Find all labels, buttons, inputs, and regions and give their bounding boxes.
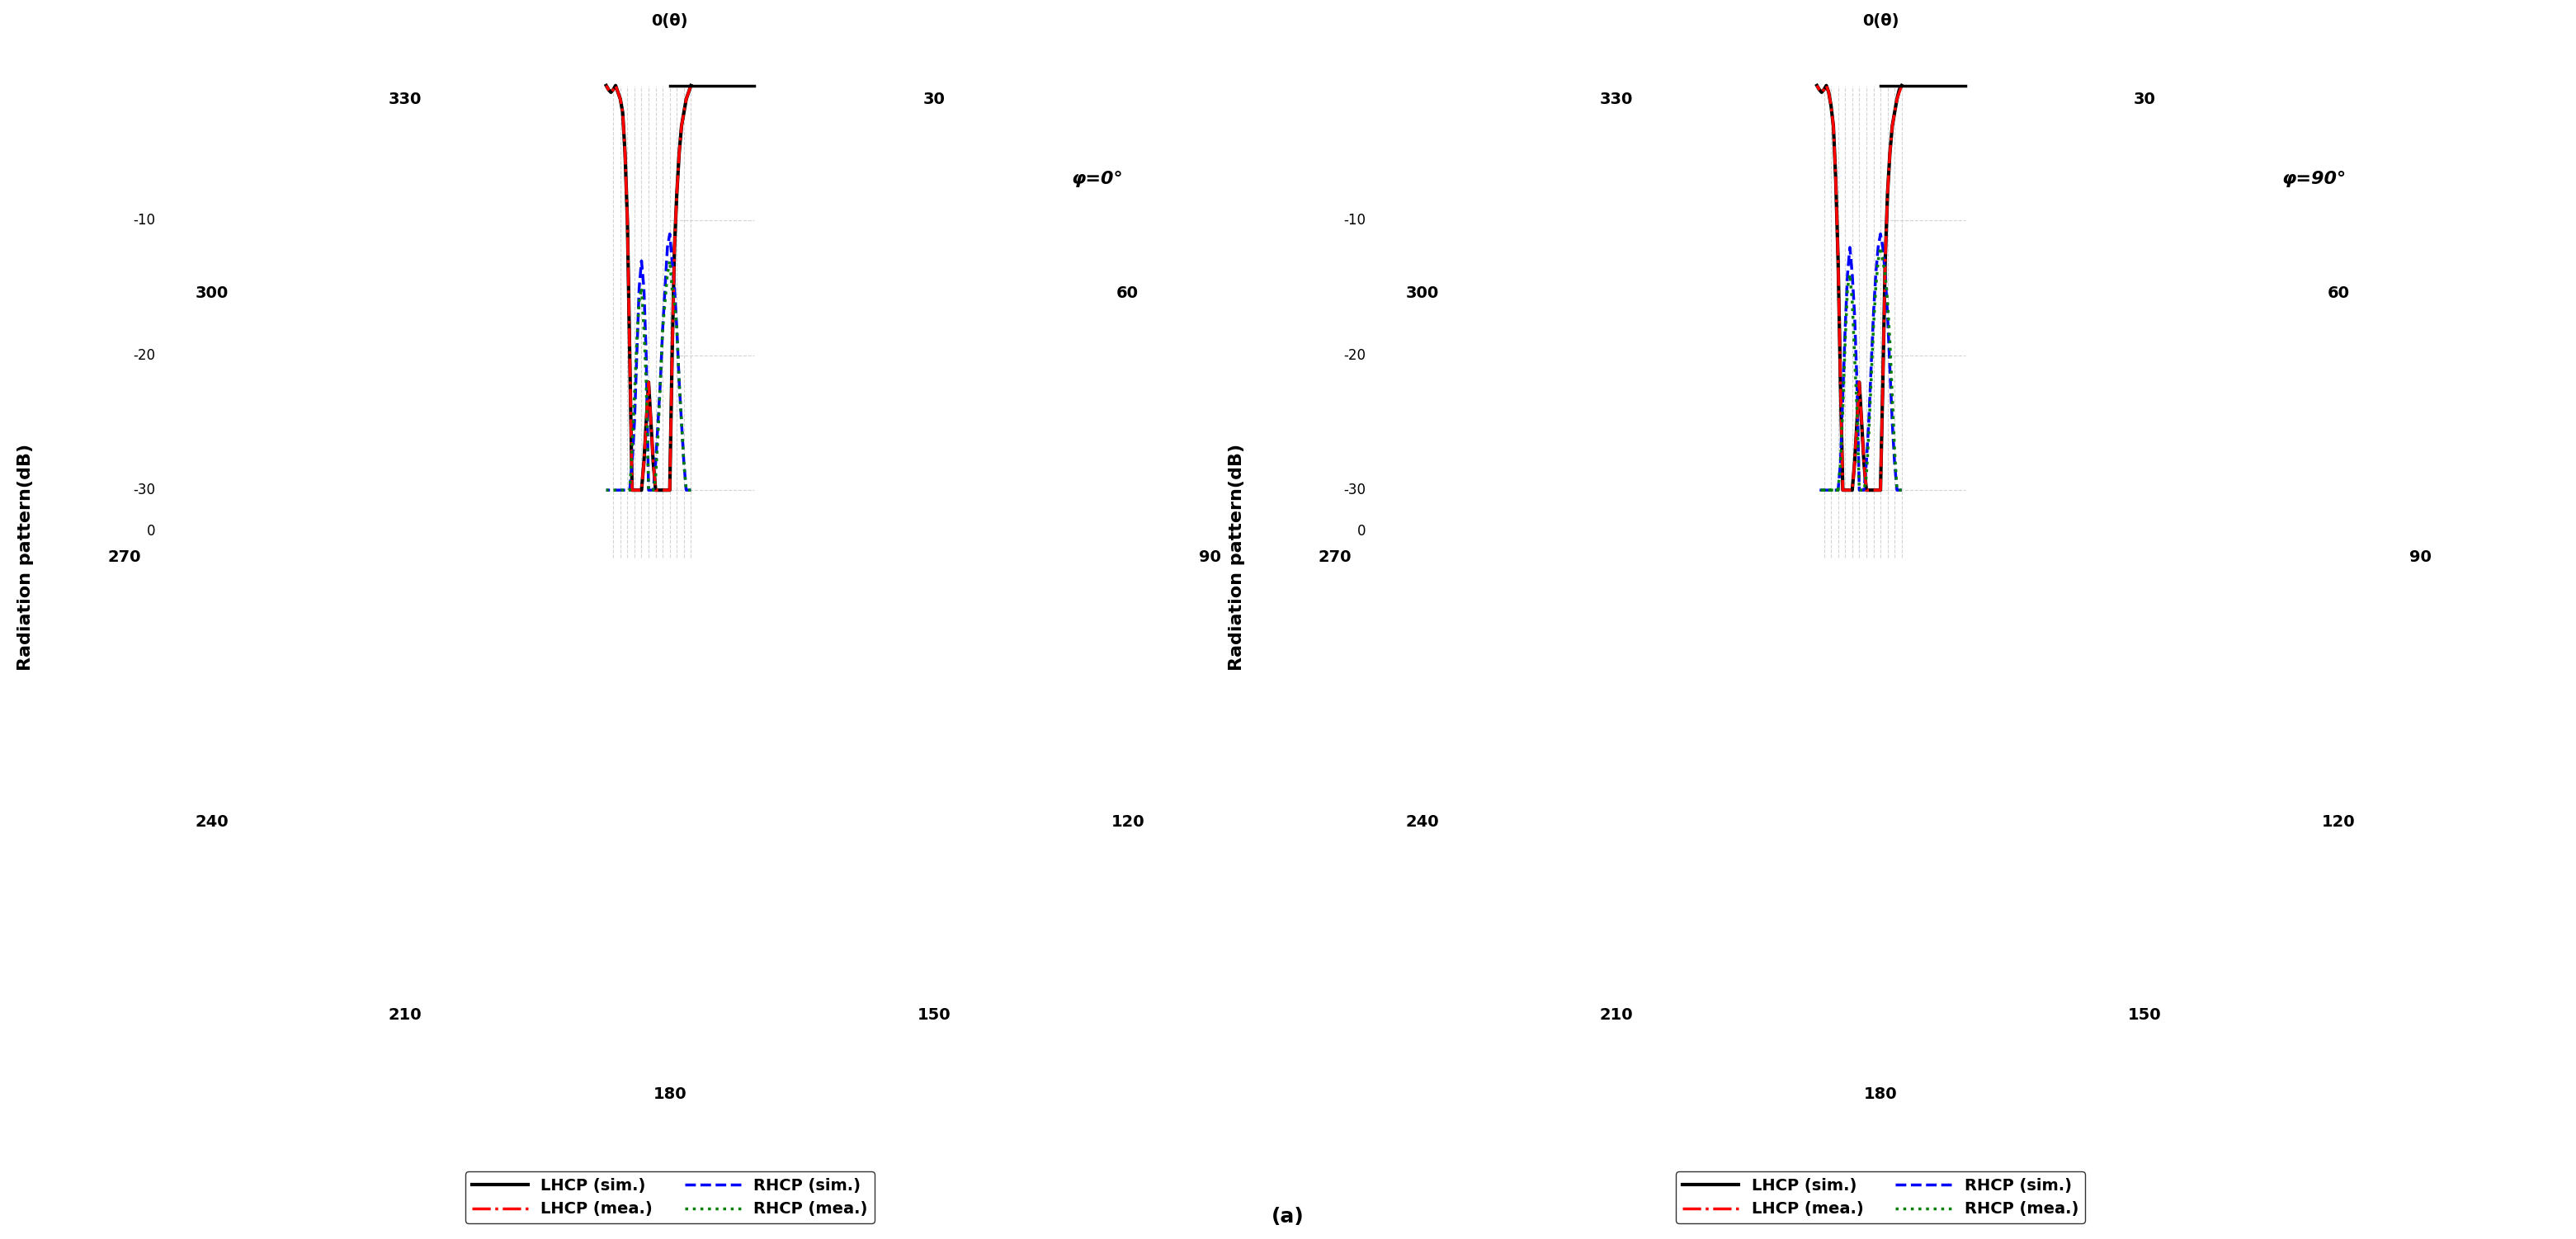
Text: 0(θ): 0(θ): [652, 14, 688, 28]
Text: -10: -10: [134, 213, 155, 228]
Text: Radiation pattern(dB): Radiation pattern(dB): [18, 444, 33, 672]
Text: Radiation pattern(dB): Radiation pattern(dB): [1229, 444, 1244, 672]
Legend: LHCP (sim.), LHCP (mea.), RHCP (sim.), RHCP (mea.): LHCP (sim.), LHCP (mea.), RHCP (sim.), R…: [1677, 1171, 2084, 1224]
Text: 270: 270: [108, 550, 142, 565]
Text: 210: 210: [389, 1007, 422, 1023]
Text: φ=0°: φ=0°: [1072, 171, 1123, 187]
Text: 330: 330: [389, 92, 422, 108]
Text: -30: -30: [1345, 483, 1365, 498]
Text: 0: 0: [1358, 524, 1365, 539]
Text: 150: 150: [2128, 1007, 2161, 1023]
Text: 300: 300: [1406, 285, 1440, 301]
Text: 210: 210: [1600, 1007, 1633, 1023]
Text: 120: 120: [1110, 814, 1144, 830]
Text: 0: 0: [147, 524, 155, 539]
Text: 330: 330: [1600, 92, 1633, 108]
Text: 0(θ): 0(θ): [1862, 14, 1899, 28]
Text: -30: -30: [134, 483, 155, 498]
Text: 180: 180: [652, 1087, 688, 1101]
Text: (a): (a): [1273, 1207, 1303, 1227]
Text: 30: 30: [922, 92, 945, 108]
Text: 90: 90: [1198, 550, 1221, 565]
Legend: LHCP (sim.), LHCP (mea.), RHCP (sim.), RHCP (mea.): LHCP (sim.), LHCP (mea.), RHCP (sim.), R…: [466, 1171, 873, 1224]
Text: 180: 180: [1862, 1087, 1899, 1101]
Text: 240: 240: [196, 814, 229, 830]
Text: 60: 60: [2326, 285, 2349, 301]
Text: 120: 120: [2321, 814, 2354, 830]
Text: 150: 150: [917, 1007, 951, 1023]
Text: -20: -20: [134, 348, 155, 363]
Text: 90: 90: [2409, 550, 2432, 565]
Text: 300: 300: [196, 285, 229, 301]
Text: 270: 270: [1319, 550, 1352, 565]
Text: φ=90°: φ=90°: [2282, 171, 2347, 187]
Text: -20: -20: [1345, 348, 1365, 363]
Text: 240: 240: [1406, 814, 1440, 830]
Text: -10: -10: [1345, 213, 1365, 228]
Text: 60: 60: [1115, 285, 1139, 301]
Text: 30: 30: [2133, 92, 2156, 108]
